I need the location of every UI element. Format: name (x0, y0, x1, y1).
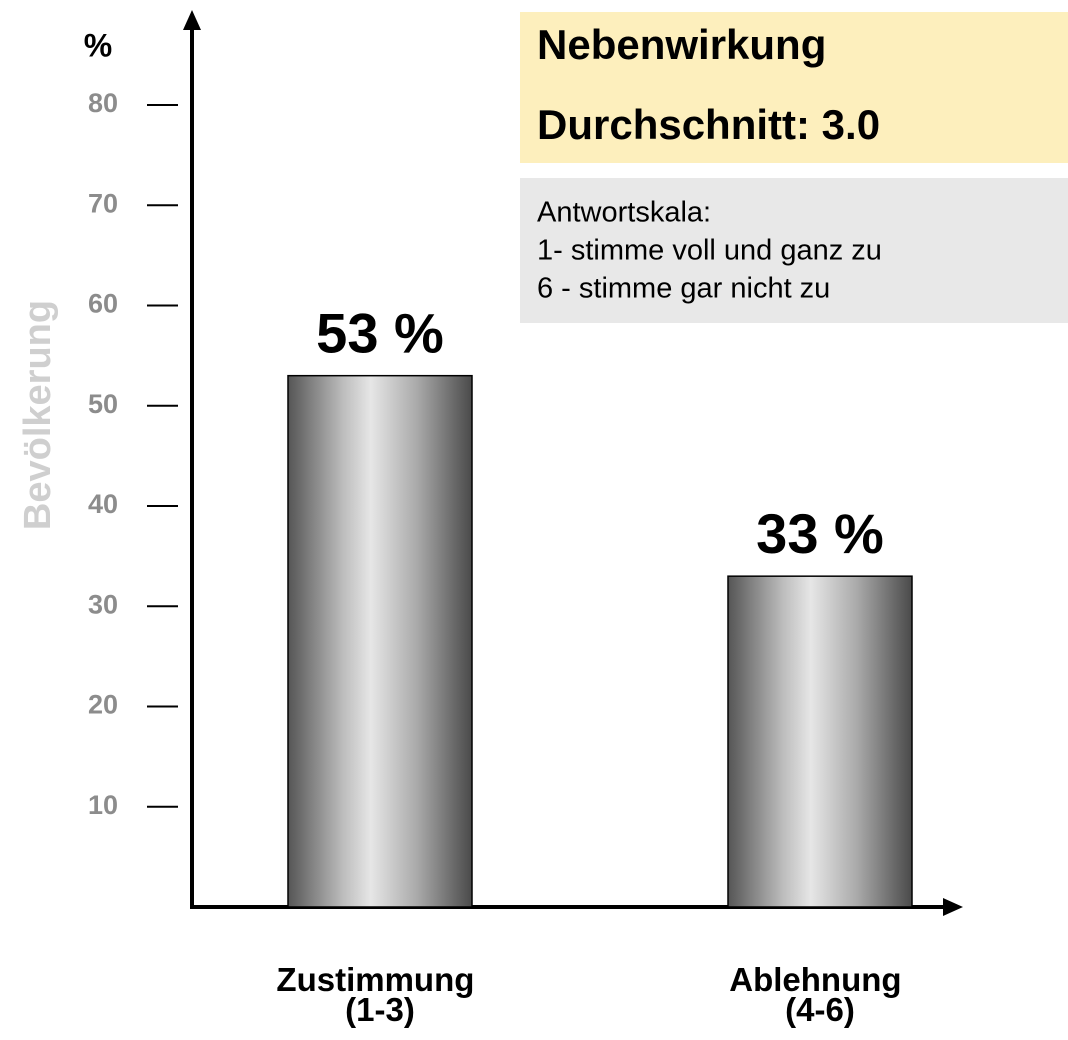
y-axis-arrow (183, 10, 201, 30)
y-tick-label: 80 (88, 88, 118, 118)
y-tick-label: 60 (88, 289, 118, 319)
x-tick-label-line: (4-6) (785, 991, 855, 1028)
note-line: 6 - stimme gar nicht zu (537, 273, 830, 305)
chart-subtitle: Durchschnitt: 3.0 (537, 101, 880, 148)
x-tick-label-line: (1-3) (345, 991, 415, 1028)
title-box (520, 12, 1068, 163)
y-tick-label: 20 (88, 690, 118, 720)
note-line: Antwortskala: (537, 197, 711, 229)
x-tick-label: Zustimmung (1-3) (276, 961, 483, 1028)
x-tick-label-line: Zustimmung (276, 961, 483, 998)
value-label: 33 % (756, 502, 884, 565)
x-axis-arrow (943, 898, 963, 916)
x-tick-label-line: Ablehnung (729, 961, 910, 998)
y-tick-label: 10 (88, 790, 118, 820)
y-tick-label: 50 (88, 389, 118, 419)
bar (727, 575, 913, 908)
x-tick-label: Ablehnung (4-6) (729, 961, 910, 1028)
note-box (520, 178, 1068, 323)
value-label: 53 % (316, 301, 444, 364)
note-line: 1- stimme voll und ganz zu (537, 235, 882, 267)
bar (287, 374, 473, 908)
y-tick-label: 70 (88, 188, 118, 218)
y-axis-label: Bevölkerung (17, 300, 59, 530)
y-unit: % (84, 27, 112, 63)
y-tick-label: 40 (88, 489, 118, 519)
chart-title: Nebenwirkung (537, 21, 826, 68)
y-tick-label: 30 (88, 589, 118, 619)
